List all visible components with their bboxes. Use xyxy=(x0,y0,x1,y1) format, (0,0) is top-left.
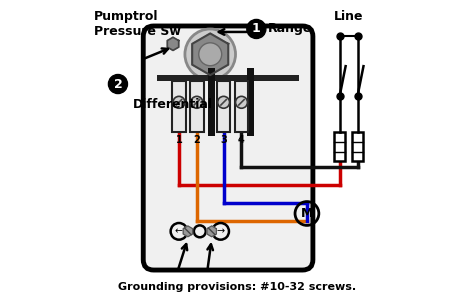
Bar xyxy=(208,68,215,136)
Polygon shape xyxy=(167,37,179,51)
Bar xyxy=(217,81,230,132)
Polygon shape xyxy=(183,226,192,237)
Text: Line: Line xyxy=(334,10,364,23)
Bar xyxy=(156,74,300,81)
Text: Range: Range xyxy=(268,22,313,36)
Bar xyxy=(352,132,363,161)
Bar xyxy=(334,132,346,161)
Text: 1: 1 xyxy=(252,22,261,36)
Circle shape xyxy=(191,96,203,108)
Circle shape xyxy=(109,74,128,94)
Text: 4: 4 xyxy=(238,135,245,145)
Bar xyxy=(172,81,186,132)
Circle shape xyxy=(247,19,266,39)
Circle shape xyxy=(185,29,236,80)
Polygon shape xyxy=(192,33,228,75)
Text: Grounding provisions: #10-32 screws.: Grounding provisions: #10-32 screws. xyxy=(118,282,356,292)
Text: 2: 2 xyxy=(114,77,122,91)
Text: Differential: Differential xyxy=(133,98,213,111)
Bar xyxy=(190,81,204,132)
Circle shape xyxy=(218,96,229,108)
FancyBboxPatch shape xyxy=(143,26,313,270)
Text: ←: ← xyxy=(175,226,183,236)
Text: Pumptrol
Pressure Sw: Pumptrol Pressure Sw xyxy=(94,10,181,38)
Circle shape xyxy=(236,96,247,108)
Text: M: M xyxy=(301,207,313,220)
Text: 1: 1 xyxy=(175,135,182,145)
Text: 2: 2 xyxy=(193,135,200,145)
Circle shape xyxy=(199,43,222,66)
Text: 3: 3 xyxy=(220,135,227,145)
Circle shape xyxy=(173,96,185,108)
Polygon shape xyxy=(207,226,216,237)
Bar xyxy=(235,81,248,132)
Bar xyxy=(247,68,254,136)
Text: →: → xyxy=(217,226,225,236)
